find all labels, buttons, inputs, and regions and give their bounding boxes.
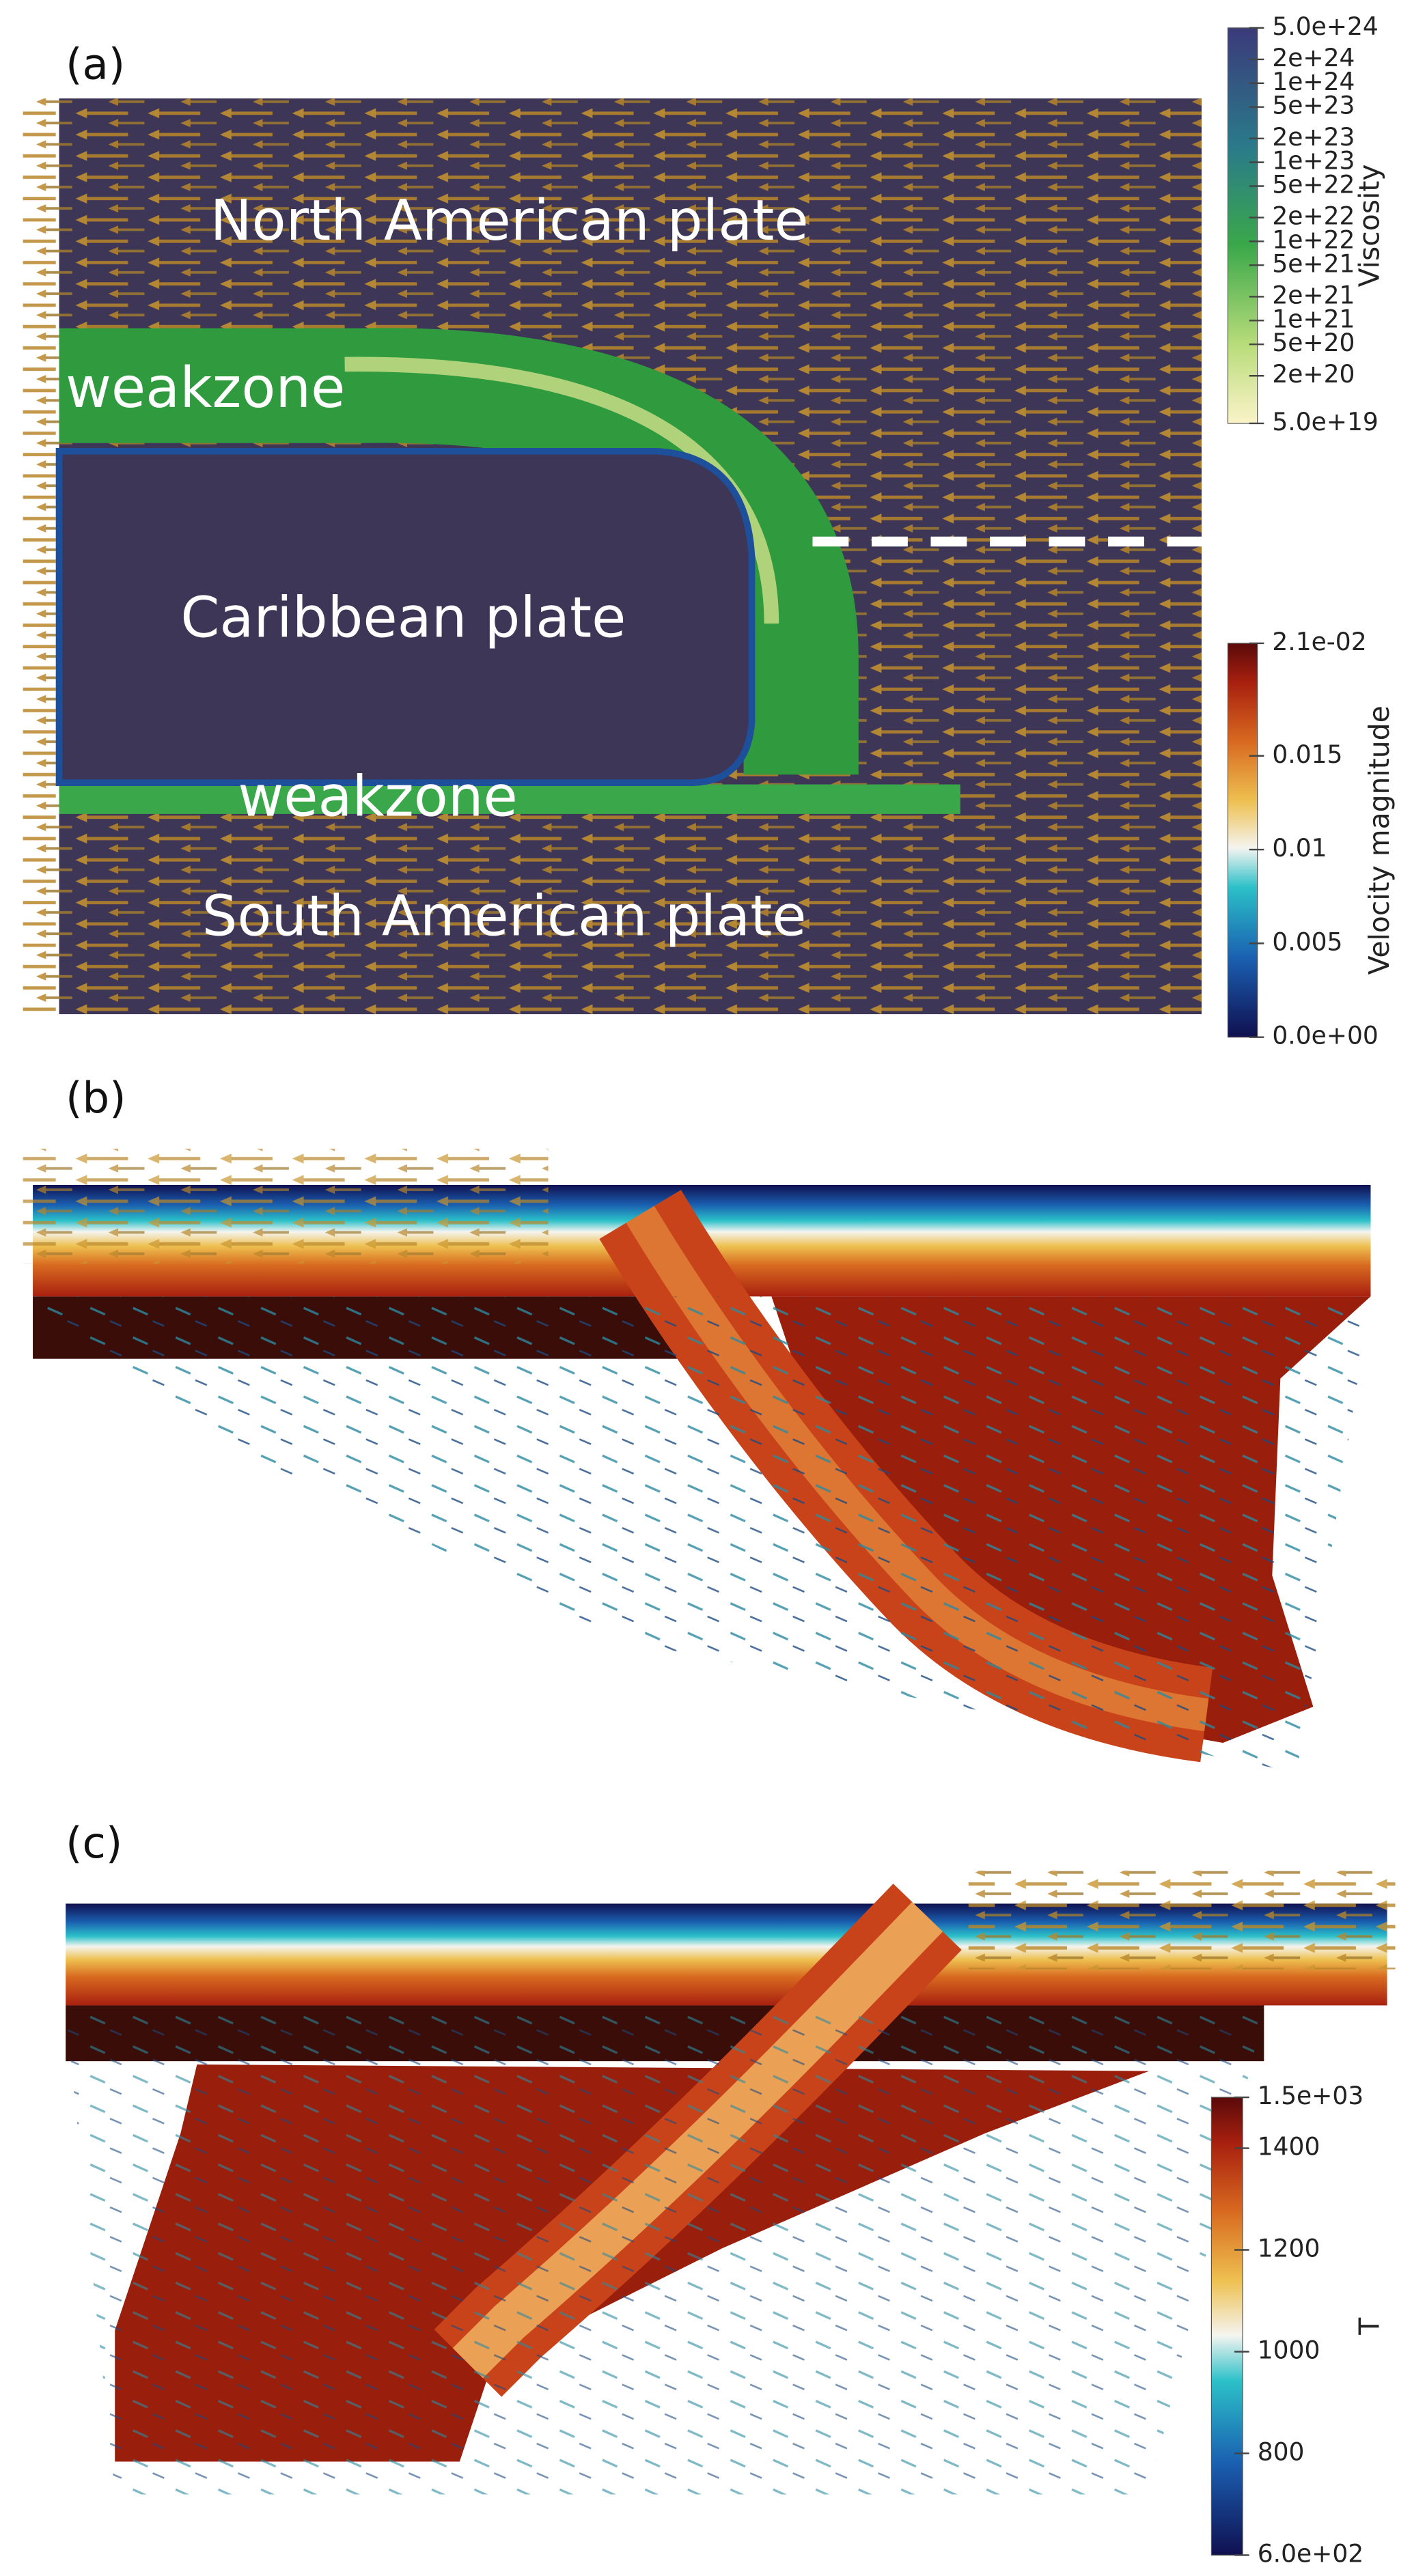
colorbar-tick-label: 1.5e+03 (1258, 2082, 1364, 2110)
colorbar-tick-label: 2e+22 (1272, 203, 1355, 231)
colorbar-tick-label: 5.0e+19 (1272, 408, 1379, 436)
colorbar-tick-label: 2e+21 (1272, 281, 1355, 309)
panel-label: (a) (66, 39, 125, 89)
colorbar-tick-label: 0.015 (1272, 741, 1342, 769)
annotation: Caribbean plate (180, 585, 626, 650)
colorbar (1227, 643, 1258, 1038)
colorbar-tick-label: 1000 (1258, 2336, 1320, 2364)
weakzone-core (344, 356, 779, 624)
colorbar-tick-label: 800 (1258, 2438, 1305, 2466)
colorbar-title: Viscosity (1353, 164, 1386, 287)
velocity-arrows (23, 1149, 549, 1264)
colorbar-tick-label: 1400 (1258, 2133, 1320, 2161)
caribbean-plate (55, 448, 756, 787)
colorbar-tick-label: 2e+20 (1272, 361, 1355, 389)
colorbar-tick-label: 1200 (1258, 2235, 1320, 2263)
panel-label: (b) (66, 1073, 126, 1123)
velocity-arrows (33, 1296, 1371, 1773)
panel-label: (c) (66, 1818, 122, 1868)
colorbar-tick-label: 2.1e-02 (1272, 628, 1366, 656)
colorbar-tick-label: 5e+22 (1272, 171, 1355, 199)
colorbar-title: Velocity magnitude (1363, 705, 1396, 975)
colorbar-tick-label: 1e+22 (1272, 226, 1355, 254)
colorbar (1227, 27, 1258, 424)
colorbar-tick-label: 5e+21 (1272, 250, 1355, 278)
annotation: South American plate (202, 884, 807, 949)
figure-content: (a) North American plate weakzone Caribb… (23, 13, 1396, 2568)
colorbar-tick-label: 5e+20 (1272, 329, 1355, 357)
annotation: North American plate (210, 188, 809, 253)
colorbar-tick-label: 1e+23 (1272, 148, 1355, 176)
colorbar-tick-label: 0.005 (1272, 928, 1342, 956)
colorbar-tick-label: 0.0e+00 (1272, 1022, 1379, 1050)
colorbar-tick-label: 6.0e+02 (1258, 2540, 1364, 2568)
annotation: weakzone (66, 356, 345, 421)
colorbar-tick-label: 2e+24 (1272, 44, 1355, 72)
colorbar-title: T (1353, 2317, 1386, 2336)
velocity-arrows (66, 2010, 1264, 2495)
annotation: weakzone (238, 764, 517, 829)
colorbar (1210, 2097, 1243, 2556)
colorbar-tick-label: 2e+23 (1272, 124, 1355, 152)
colorbar-tick-label: 1e+21 (1272, 305, 1355, 333)
velocity-arrows (968, 1871, 1396, 1970)
colorbar-tick-label: 1e+24 (1272, 68, 1355, 96)
colorbar-tick-label: 0.01 (1272, 835, 1327, 863)
colorbar-tick-label: 5e+23 (1272, 92, 1355, 120)
colorbar-tick-label: 5.0e+24 (1272, 13, 1379, 41)
